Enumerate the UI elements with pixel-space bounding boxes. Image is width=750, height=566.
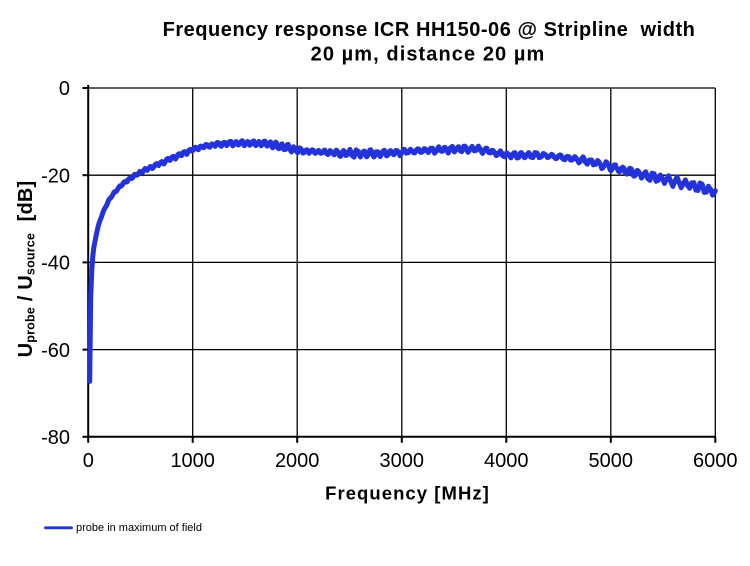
svg-text:3000: 3000 <box>380 450 425 472</box>
svg-text:4000: 4000 <box>484 450 529 472</box>
svg-text:6000: 6000 <box>693 450 738 472</box>
svg-text:-60: -60 <box>41 340 70 362</box>
svg-text:0: 0 <box>59 78 70 100</box>
svg-text:1000: 1000 <box>170 450 215 472</box>
svg-text:Frequency [MHz]: Frequency [MHz] <box>325 482 490 503</box>
svg-text:-80: -80 <box>41 427 70 449</box>
svg-text:Frequency response ICR HH150-0: Frequency response ICR HH150-06 @ Stripl… <box>163 19 696 41</box>
svg-text:5000: 5000 <box>589 450 634 472</box>
svg-text:2000: 2000 <box>275 450 320 472</box>
svg-text:probe in maximum of field: probe in maximum of field <box>76 522 202 534</box>
svg-text:-40: -40 <box>41 253 70 275</box>
svg-text:-20: -20 <box>41 165 70 187</box>
svg-text:0: 0 <box>83 450 94 472</box>
svg-text:Uprobe / Usource [dB]: Uprobe / Usource [dB] <box>15 181 38 358</box>
svg-text:20 µm, distance 20 µm: 20 µm, distance 20 µm <box>311 44 546 66</box>
